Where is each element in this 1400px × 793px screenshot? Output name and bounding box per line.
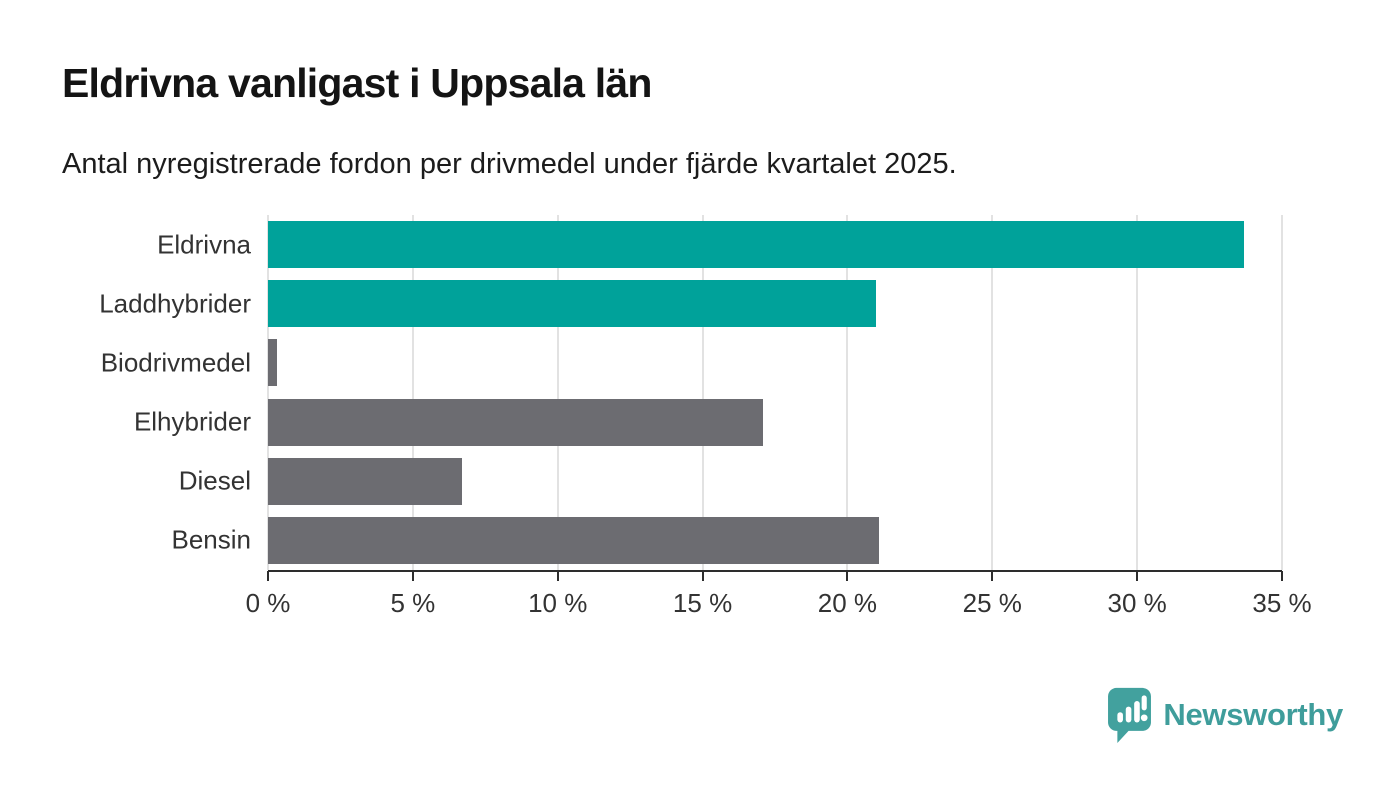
bar-biodrivmedel (268, 339, 277, 387)
gridline (1281, 215, 1283, 570)
bar-row: Bensin (172, 511, 1282, 570)
gridline (556, 215, 559, 570)
category-label-laddhybrider: Laddhybrider (99, 288, 251, 319)
page-subtitle: Antal nyregistrerade fordon per drivmede… (62, 148, 957, 180)
x-axis-tick-label: 15 % (672, 588, 733, 618)
bar-row: Elhybrider (134, 393, 1282, 452)
bar-row: Eldrivna (157, 215, 1282, 274)
x-axis-tick-label: 35 % (1252, 588, 1312, 618)
brand-footer: Newsworthy (1107, 687, 1343, 743)
category-label-bensin: Bensin (171, 524, 252, 555)
category-label-elhybrider: Elhybrider (133, 406, 251, 437)
bar-bensin (268, 516, 880, 564)
x-axis-tick-label: 20 % (817, 588, 878, 618)
gridline (1136, 215, 1139, 570)
bar-eldrivna (268, 221, 1245, 269)
x-axis-tick (1136, 571, 1139, 581)
x-axis-tick-label: 0 % (245, 588, 291, 618)
x-axis-tick-label: 10 % (528, 588, 588, 618)
gridline (991, 215, 994, 570)
gridline (411, 215, 414, 570)
gridline (267, 215, 269, 570)
bar-row: Biodrivmedel (101, 333, 1282, 392)
x-axis-tick-label: 25 % (962, 588, 1022, 618)
x-axis-tick (991, 571, 994, 581)
x-axis-tick (1281, 571, 1283, 581)
bar-laddhybrider (268, 280, 877, 328)
x-axis-tick (701, 571, 704, 581)
gridline (701, 215, 704, 570)
category-label-biodrivmedel: Biodrivmedel (100, 347, 251, 378)
x-axis-tick-label: 5 % (390, 588, 436, 618)
bar-row: Laddhybrider (99, 274, 1282, 333)
category-label-diesel: Diesel (178, 465, 251, 496)
x-axis-tick (411, 571, 414, 581)
page-title: Eldrivna vanligast i Uppsala län (62, 60, 652, 106)
brand-name: Newsworthy (1163, 697, 1343, 732)
plot-area: Eldrivna Laddhybrider Biodrivmedel Elhybrid… (99, 215, 1312, 618)
x-axis-line (268, 570, 1282, 572)
x-axis-tick (267, 571, 269, 581)
bar-diesel (268, 457, 463, 505)
gridline (846, 215, 849, 570)
category-label-eldrivna: Eldrivna (157, 229, 251, 260)
newsworthy-logo-icon (1108, 687, 1152, 743)
bars-layer: Eldrivna Laddhybrider Biodrivmedel Elhybrid… (99, 215, 1282, 570)
bar-row: Diesel (179, 452, 1282, 511)
x-axis-tick (556, 571, 559, 581)
bar-elhybrider (268, 398, 764, 446)
x-axis-tick (846, 571, 849, 581)
x-axis-tick-label: 30 % (1107, 588, 1167, 618)
